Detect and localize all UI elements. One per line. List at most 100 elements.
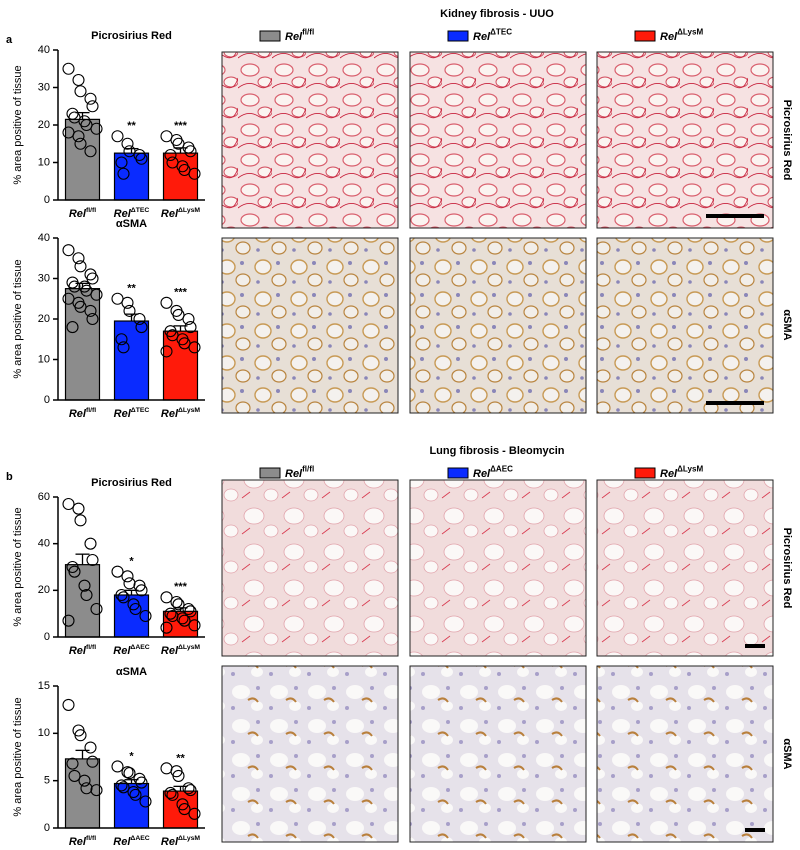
y-tick-label: 20 [38, 119, 50, 131]
label-base: Rel [113, 645, 131, 657]
y-tick-label: 0 [44, 394, 50, 406]
data-point [74, 514, 87, 527]
micrograph [221, 479, 399, 657]
x-tick-label: Relfl/fl [69, 835, 96, 848]
label-sup: ΔTEC [490, 28, 512, 37]
y-tick-label: 30 [38, 272, 50, 284]
data-point [182, 782, 195, 795]
row-label: αSMA [781, 309, 793, 340]
legend-label: RelΔAEC [473, 465, 513, 480]
data-point [178, 803, 191, 816]
y-tick-label: 40 [38, 538, 50, 550]
micrograph [596, 665, 774, 843]
data-point [72, 73, 85, 87]
significance: *** [174, 581, 188, 593]
data-point [84, 537, 97, 550]
label-base: Rel [113, 836, 131, 848]
significance: ** [176, 752, 185, 764]
bar [162, 330, 199, 401]
data-point [121, 137, 134, 150]
label-sup: ΔLysM [178, 207, 200, 214]
data-point [74, 260, 87, 273]
data-point [72, 252, 85, 265]
y-tick-label: 60 [38, 491, 50, 503]
label-base: Rel [161, 836, 179, 848]
y-tick-label: 10 [38, 353, 50, 365]
y-tick-label: 10 [38, 727, 50, 739]
data-point [68, 565, 81, 578]
y-tick-label: 10 [38, 156, 50, 168]
data-point [115, 333, 128, 346]
data-point [160, 345, 173, 358]
panel-title: Kidney fibrosis - UUO [440, 8, 554, 20]
label-sup: fl/fl [86, 644, 96, 651]
chart-title: Picrosirius Red [91, 477, 172, 489]
data-point [176, 612, 189, 625]
row-label: αSMA [781, 738, 793, 769]
data-point [90, 602, 103, 616]
data-point [182, 602, 195, 616]
label-base: Rel [114, 208, 132, 220]
data-point [166, 788, 179, 801]
data-point [121, 570, 134, 583]
legend-swatch [447, 467, 469, 479]
data-point [62, 698, 75, 711]
bar [64, 118, 101, 201]
data-point [115, 779, 128, 792]
label-sup: ΔLysM [677, 465, 703, 474]
data-point [135, 776, 148, 789]
data-point [111, 760, 124, 773]
data-point [117, 591, 130, 604]
y-axis-label: % area positive of tissue [12, 507, 24, 626]
label-base: Rel [69, 408, 87, 420]
label-sup: fl/fl [302, 465, 314, 474]
bar [113, 152, 150, 201]
x-tick-label: RelΔAEC [113, 835, 149, 848]
chart-title: αSMA [116, 666, 147, 678]
label-sup: ΔAEC [130, 644, 149, 651]
x-tick-label: Relfl/fl [69, 644, 96, 657]
label-base: Rel [161, 645, 179, 657]
y-axis-label: % area positive of tissue [12, 259, 24, 378]
legend-label: Relfl/fl [285, 465, 314, 480]
data-point [90, 122, 103, 135]
label-base: Rel [285, 468, 303, 480]
label-sup: fl/fl [86, 407, 96, 414]
data-point [135, 321, 148, 334]
x-tick-label: RelΔTEC [114, 407, 150, 420]
label-base: Rel [285, 31, 303, 43]
data-point [68, 769, 81, 782]
label-sup: ΔTEC [131, 207, 150, 214]
scale-bar [745, 644, 765, 648]
data-point [62, 244, 75, 257]
micrograph [596, 51, 774, 229]
label-base: Rel [161, 408, 179, 420]
bar [113, 320, 150, 401]
micrograph [409, 51, 587, 229]
legend-swatch [634, 467, 656, 479]
y-tick-label: 0 [44, 194, 50, 206]
data-point [160, 762, 173, 775]
legend-swatch [634, 30, 656, 42]
y-tick-label: 15 [38, 680, 50, 692]
data-point [188, 807, 201, 820]
data-point [188, 619, 201, 632]
data-point [86, 272, 99, 285]
data-point [121, 296, 134, 309]
data-point [80, 782, 93, 795]
data-point [182, 312, 195, 326]
label-base: Rel [660, 31, 678, 43]
data-point [111, 292, 124, 305]
label-sup: ΔLysM [178, 407, 200, 414]
data-point [129, 602, 142, 616]
label-sup: ΔLysM [178, 644, 200, 651]
y-tick-label: 20 [38, 584, 50, 596]
label-sup: fl/fl [86, 835, 96, 842]
micrograph [409, 237, 587, 414]
data-point [62, 62, 75, 75]
data-point [178, 337, 191, 350]
data-point [90, 288, 103, 301]
label-sup: ΔAEC [130, 835, 149, 842]
data-point [115, 588, 128, 602]
